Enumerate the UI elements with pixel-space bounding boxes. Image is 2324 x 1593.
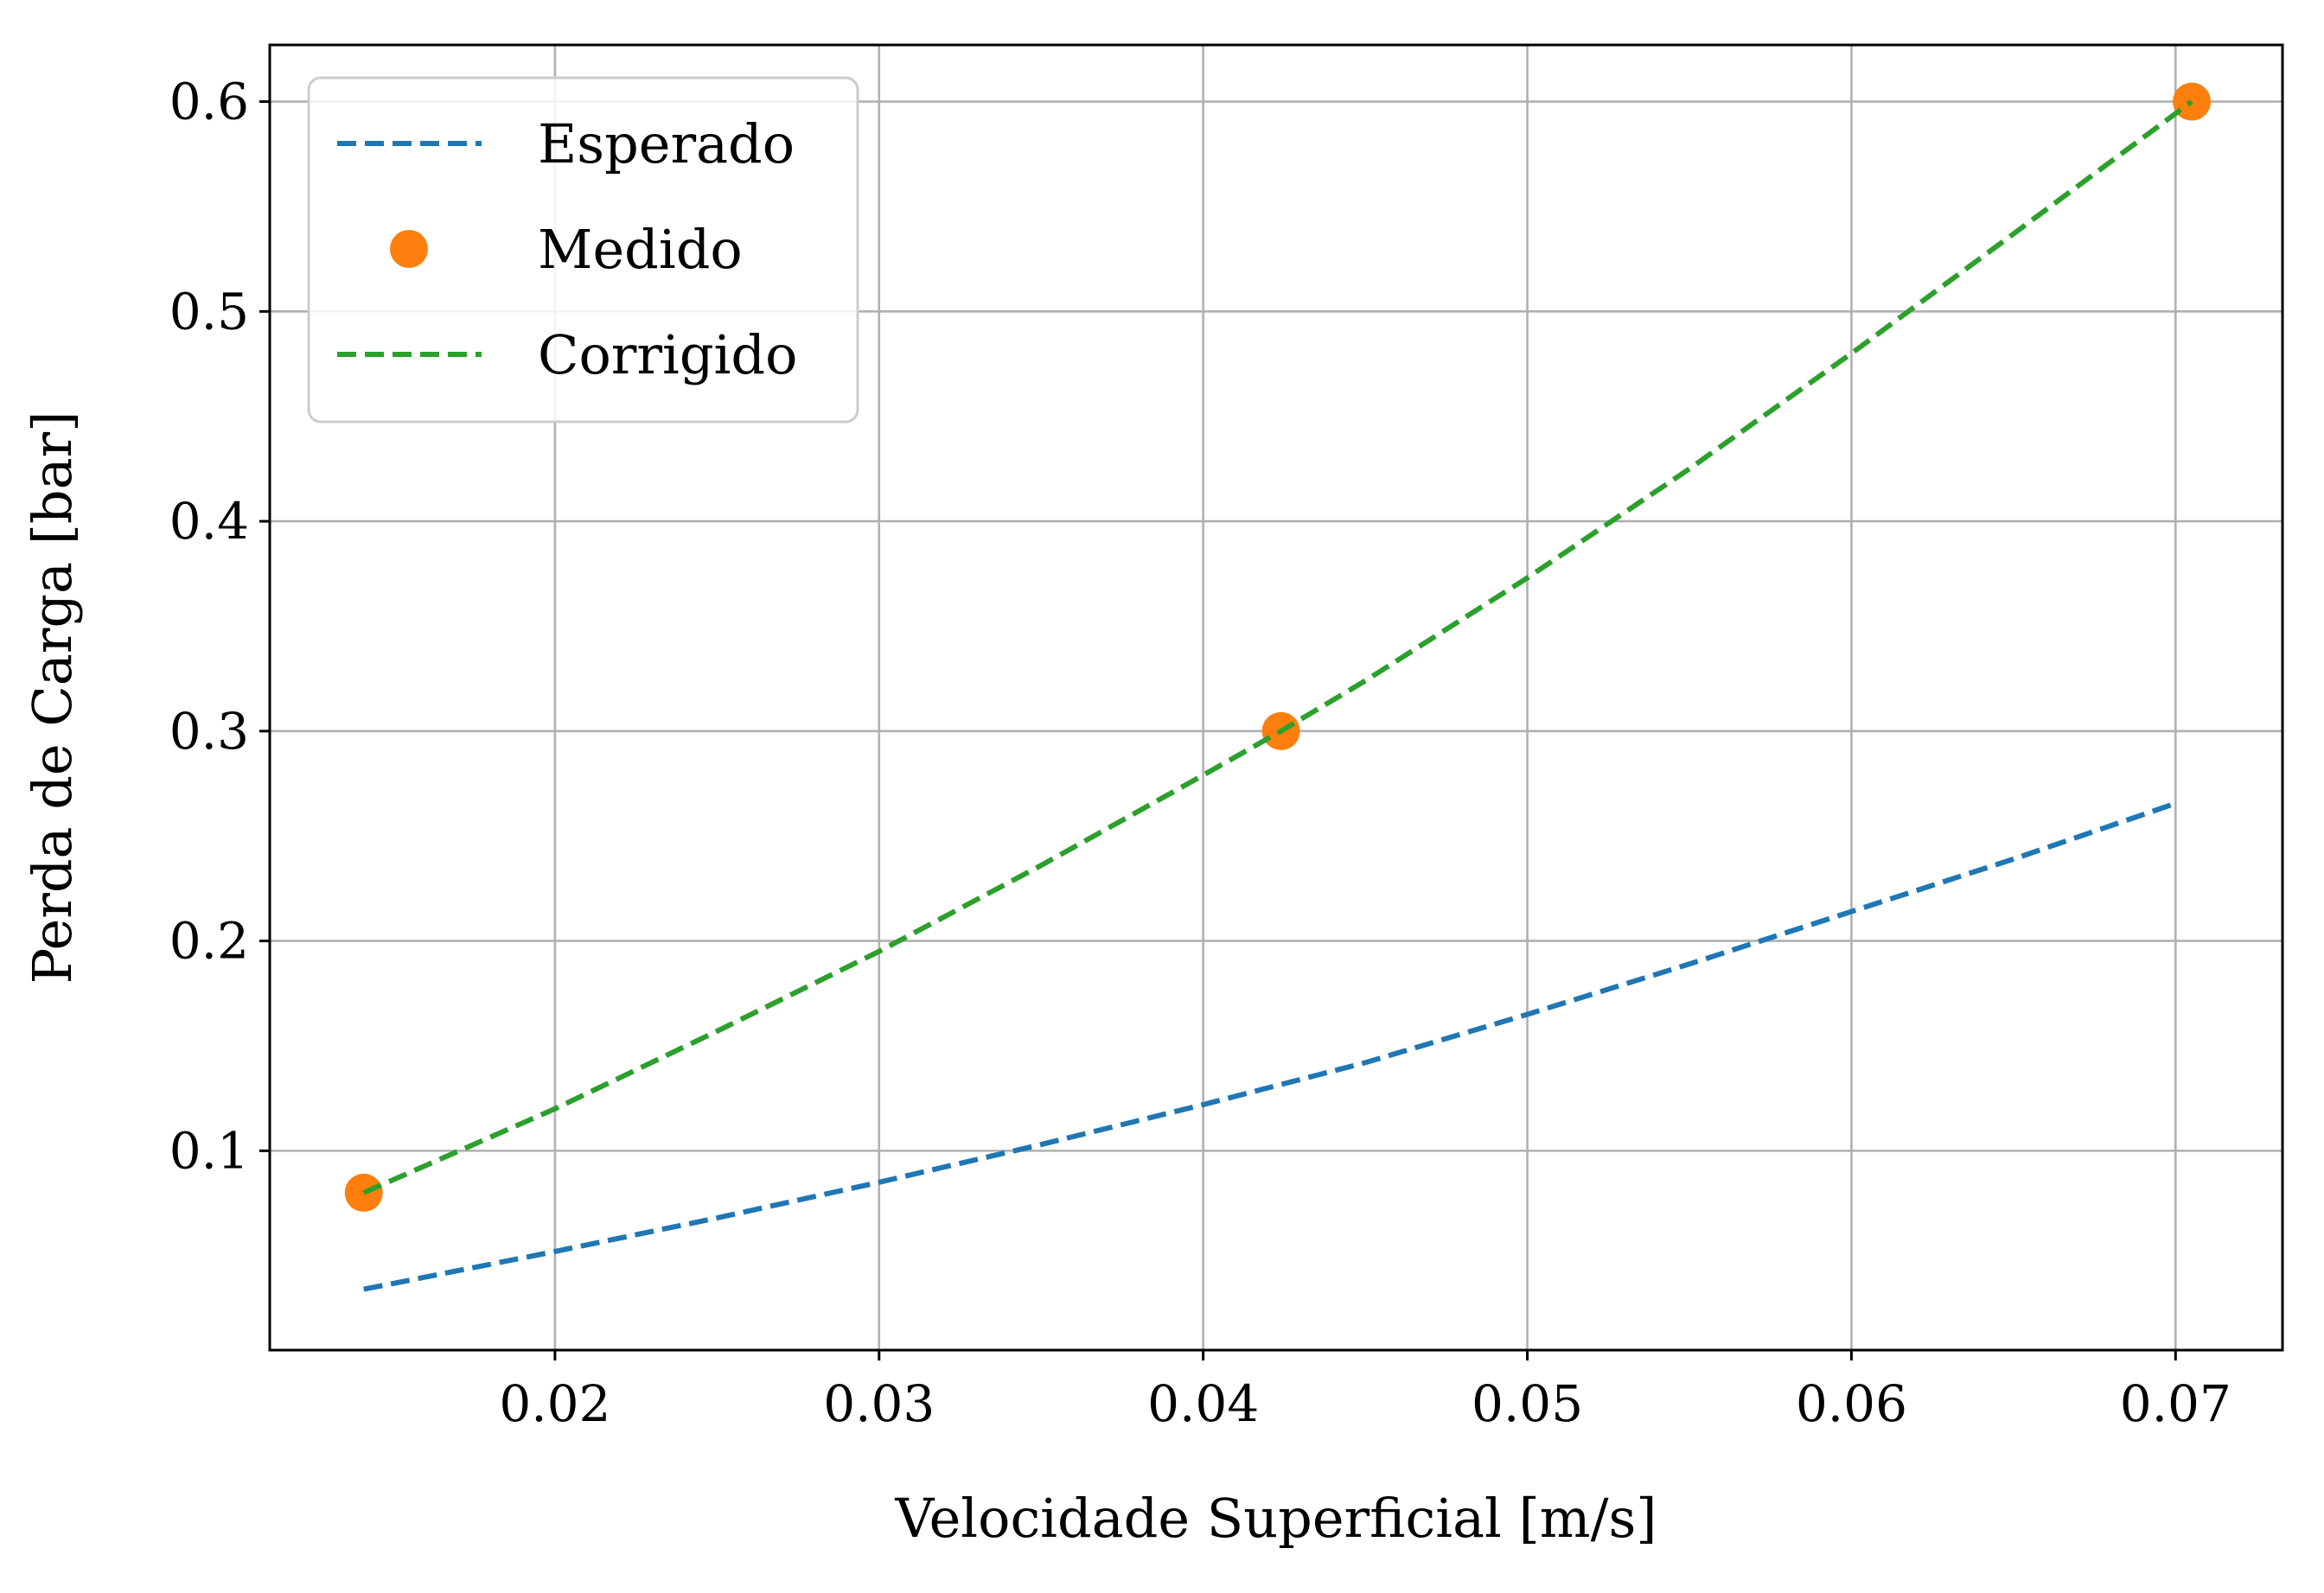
x-tick-label: 0.06 — [1796, 1374, 1907, 1433]
x-tick-label: 0.07 — [2120, 1374, 2231, 1433]
y-tick-label: 0.4 — [169, 492, 249, 551]
medido-legend-marker — [390, 230, 428, 268]
x-axis-label: Velocidade Superficial [m/s] — [895, 1487, 1657, 1550]
esperado-legend-label: Esperado — [538, 112, 795, 175]
y-tick-label: 0.3 — [169, 702, 249, 761]
x-tick-label: 0.03 — [823, 1374, 935, 1433]
y-tick-label: 0.5 — [169, 282, 249, 341]
y-tick-label: 0.6 — [169, 73, 249, 131]
plot-series — [344, 82, 2212, 1292]
esperado-line — [363, 801, 2174, 1292]
ticks: 0.02 0.03 0.04 0.05 0.06 0.07 0.1 0.2 0.3 0.4 0.5 0… — [169, 73, 2231, 1433]
legend: Esperado Medido Corrigido — [307, 76, 859, 424]
axes-frame — [268, 43, 2284, 1352]
x-tick-label: 0.04 — [1147, 1374, 1259, 1433]
y-tick-label: 0.2 — [169, 912, 249, 971]
grid — [270, 45, 2282, 1350]
x-tick-label: 0.05 — [1472, 1374, 1583, 1433]
legend-box — [307, 76, 859, 424]
corrigido-line — [362, 99, 2193, 1195]
y-axis-label: Perda de Carga [bar] — [21, 411, 84, 984]
x-tick-label: 0.02 — [499, 1374, 610, 1433]
y-tick-label: 0.1 — [169, 1121, 249, 1180]
corrigido-legend-label: Corrigido — [538, 323, 797, 386]
medido-legend-label: Medido — [538, 218, 743, 281]
